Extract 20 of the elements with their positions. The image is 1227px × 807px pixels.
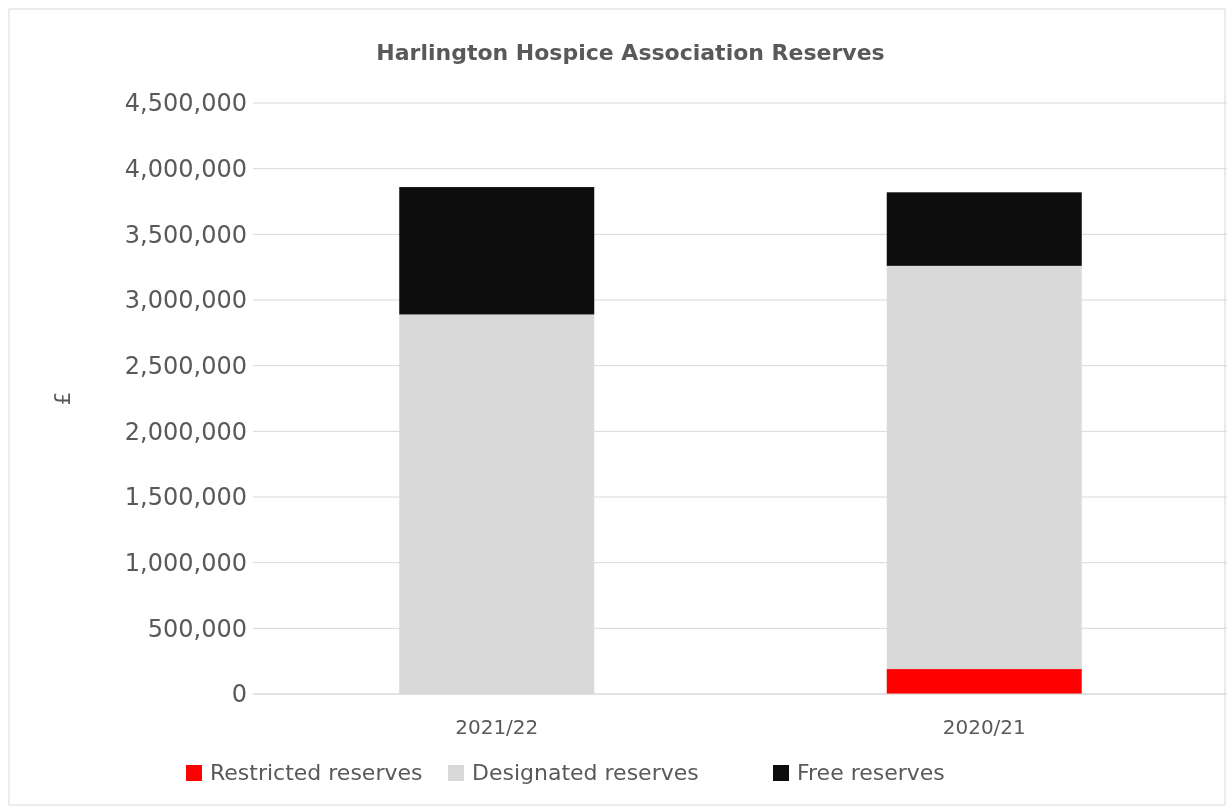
x-tick-label: 2021/22 (455, 715, 539, 739)
y-tick-label: 3,000,000 (124, 286, 247, 315)
y-tick-label: 4,500,000 (124, 89, 247, 118)
y-axis-title: £ (50, 391, 75, 406)
y-tick-label: 3,500,000 (124, 220, 247, 249)
chart-title: Harlington Hospice Association Reserves (376, 40, 885, 65)
y-tick-label: 2,500,000 (124, 352, 247, 381)
bar (399, 187, 595, 315)
bar (886, 669, 1082, 694)
legend-label: Restricted reserves (210, 760, 423, 785)
legend-label: Free reserves (797, 760, 945, 785)
bar (886, 192, 1082, 266)
legend-label: Designated reserves (472, 760, 699, 785)
y-tick-label: 1,000,000 (124, 549, 247, 578)
x-tick-label: 2020/21 (942, 715, 1026, 739)
y-tick-label: 4,000,000 (124, 155, 247, 184)
y-tick-label: 2,000,000 (124, 417, 247, 446)
y-tick-label: 500,000 (147, 614, 247, 643)
y-tick-label: 0 (231, 680, 247, 709)
y-tick-label: 1,500,000 (124, 483, 247, 512)
